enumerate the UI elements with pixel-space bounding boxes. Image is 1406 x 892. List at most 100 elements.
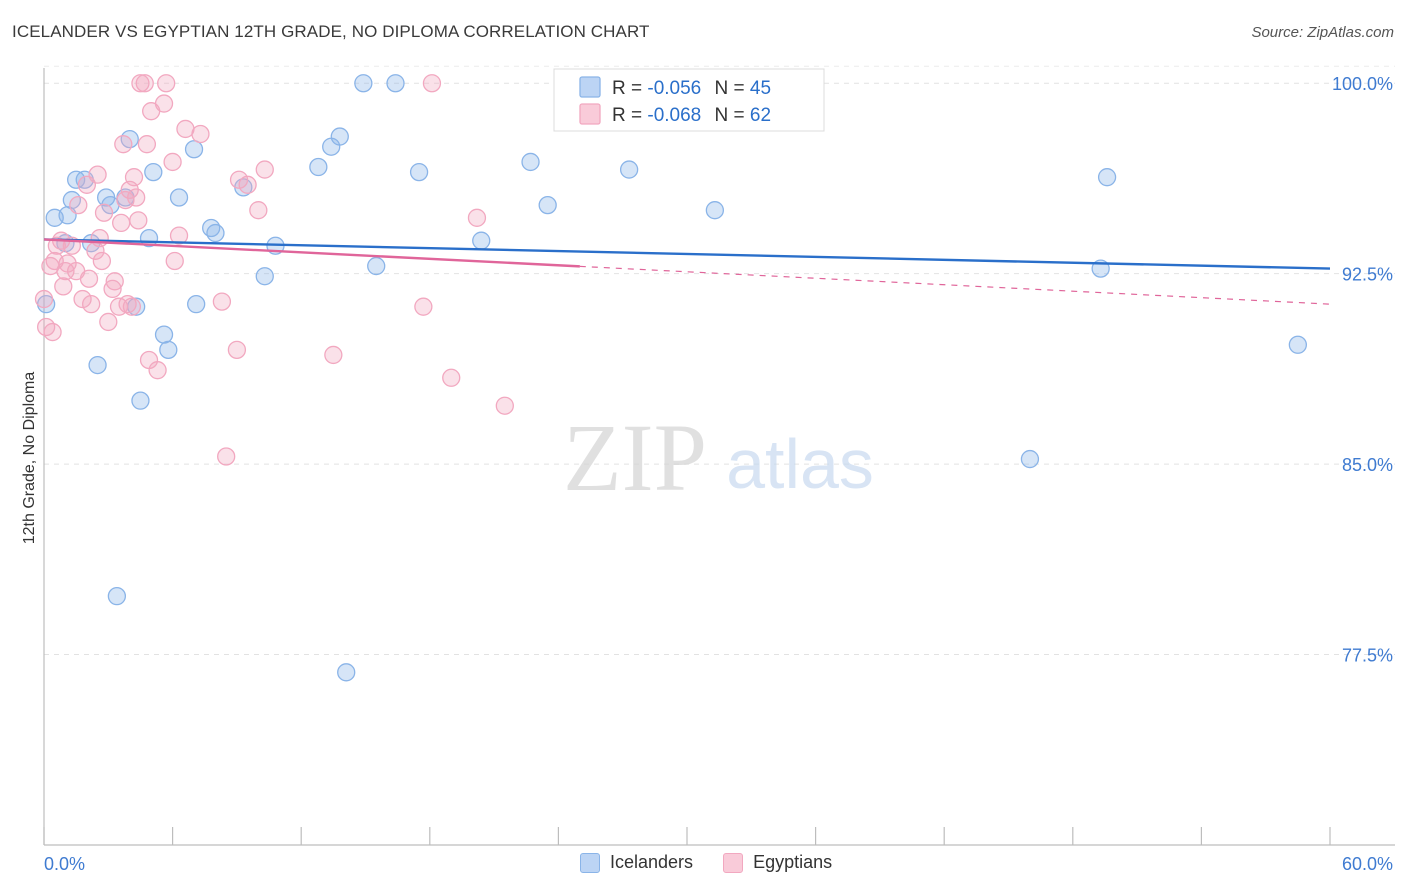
egyptian-point <box>112 213 131 233</box>
icelander-point <box>1020 449 1040 469</box>
icelander-point <box>386 74 405 93</box>
egyptian-point <box>165 251 184 271</box>
egyptian-point <box>467 208 487 227</box>
egyptian-point <box>90 228 109 248</box>
egyptian-point <box>116 190 135 210</box>
y-tick-label: 92.5% <box>1342 265 1393 285</box>
icelander-point <box>367 256 386 276</box>
icelander-point <box>206 223 225 243</box>
egyptian-point <box>129 211 148 230</box>
legend-label-egyptians: Egyptians <box>753 852 833 872</box>
legend-item-icelanders[interactable]: Icelanders <box>580 852 693 873</box>
egyptian-trend-extension <box>579 265 1331 305</box>
icelander-point <box>472 231 491 250</box>
y-tick-label: 77.5% <box>1342 646 1393 666</box>
egyptian-point <box>34 289 54 309</box>
egyptian-point <box>88 165 107 184</box>
egyptian-point <box>122 297 142 316</box>
icelander-point <box>187 294 206 314</box>
egyptian-point <box>124 168 144 187</box>
egyptian-point <box>255 160 274 179</box>
icelander-point <box>409 162 429 182</box>
stats-swatch <box>579 103 601 125</box>
tick-labels: 100.0% 92.5% 85.0% 77.5% 0.0% 60.0% <box>44 74 1393 874</box>
gridlines <box>44 65 1395 656</box>
egyptian-point <box>422 74 442 93</box>
egyptian-point <box>54 277 73 296</box>
icelander-point <box>169 188 189 207</box>
egyptian-point <box>229 170 249 189</box>
egyptian-point <box>105 272 124 291</box>
egyptian-point <box>169 226 189 245</box>
source-label: Source: ZipAtlas.com <box>1251 24 1394 41</box>
egyptian-point <box>157 74 176 93</box>
icelander-trend-line <box>43 238 1331 270</box>
series-legend: Icelanders Egyptians <box>580 852 832 873</box>
icelander-point <box>131 391 150 410</box>
egyptian-point <box>495 396 514 415</box>
egyptian-point <box>137 135 157 154</box>
egyptian-point <box>82 294 101 314</box>
icelander-point <box>184 140 204 159</box>
egyptian-point <box>79 269 99 288</box>
egyptian-point <box>131 74 150 93</box>
egyptian-point <box>127 188 146 207</box>
icelander-point <box>337 663 356 682</box>
egyptian-point <box>43 322 62 342</box>
icelander-point <box>107 587 127 606</box>
axes <box>43 68 1395 846</box>
egyptian-point <box>154 94 174 113</box>
legend-item-egyptians[interactable]: Egyptians <box>723 852 832 873</box>
egyptian-point <box>442 368 461 387</box>
watermark-zip: ZIP <box>563 404 707 511</box>
icelander-point <box>521 152 540 172</box>
egyptian-point <box>238 175 257 194</box>
egyptian-point <box>163 152 182 172</box>
stats-legend: R = -0.056 N = 45 R = -0.068 N = 62 <box>553 68 825 132</box>
icelander-point <box>619 160 639 179</box>
watermark-atlas: atlas <box>726 425 874 503</box>
egyptian-point <box>92 251 112 271</box>
data-points <box>34 74 1307 682</box>
icelander-point <box>88 355 107 375</box>
y-tick-label: 100.0% <box>1332 74 1393 94</box>
egyptian-point <box>99 312 118 332</box>
egyptian-point <box>69 195 88 215</box>
egyptian-point <box>73 289 92 309</box>
stats-swatch <box>579 76 601 98</box>
icelander-point <box>538 195 557 215</box>
egyptian-point <box>94 203 114 222</box>
legend-swatch-egyptians <box>723 852 744 873</box>
x-tick-label: 0.0% <box>44 854 85 874</box>
chart-title: ICELANDER VS EGYPTIAN 12TH GRADE, NO DIP… <box>12 22 650 41</box>
egyptian-point <box>135 74 154 93</box>
trend-lines <box>43 238 1331 305</box>
egyptian-point <box>212 292 232 311</box>
egyptian-point <box>227 340 247 360</box>
egyptian-point <box>324 345 343 365</box>
icelander-point <box>255 267 274 286</box>
icelander-point <box>309 157 328 177</box>
watermark: ZIP atlas <box>563 404 874 511</box>
icelander-point <box>154 325 174 344</box>
egyptian-point <box>114 135 133 154</box>
icelander-point <box>330 127 349 146</box>
stats-text: R = -0.068 N = 62 <box>612 105 771 126</box>
x-tick-label: 60.0% <box>1342 854 1393 874</box>
stats-text: R = -0.056 N = 45 <box>612 78 771 99</box>
egyptian-point <box>414 297 433 316</box>
egyptian-point <box>249 201 268 220</box>
icelander-point <box>159 340 178 360</box>
egyptian-point <box>217 447 236 466</box>
icelander-point <box>1288 335 1307 354</box>
egyptian-point <box>191 124 210 144</box>
legend-swatch-icelanders <box>580 852 600 873</box>
y-tick-label: 85.0% <box>1342 455 1393 475</box>
icelander-point <box>144 162 163 182</box>
icelander-point <box>1097 168 1117 187</box>
egyptian-point <box>148 361 167 380</box>
icelander-point <box>705 201 725 220</box>
icelander-point <box>354 74 373 93</box>
egyptian-trend-line <box>43 238 580 268</box>
